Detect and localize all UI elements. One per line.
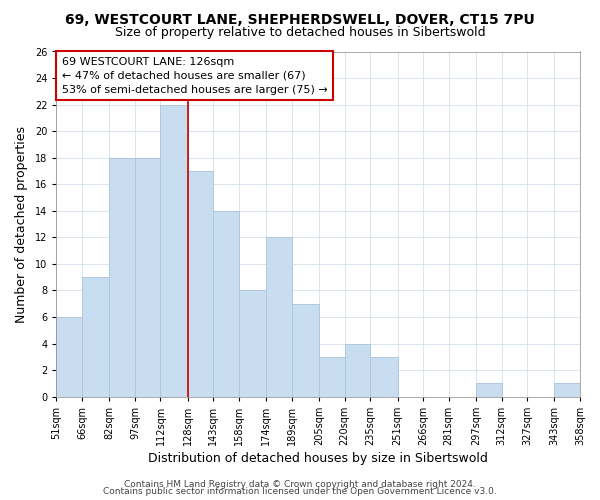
Bar — [319, 357, 344, 397]
Bar — [109, 158, 135, 396]
Text: Size of property relative to detached houses in Sibertswold: Size of property relative to detached ho… — [115, 26, 485, 39]
Bar — [135, 158, 160, 396]
Bar — [188, 171, 214, 396]
Text: 69, WESTCOURT LANE, SHEPHERDSWELL, DOVER, CT15 7PU: 69, WESTCOURT LANE, SHEPHERDSWELL, DOVER… — [65, 12, 535, 26]
Bar — [56, 317, 82, 396]
X-axis label: Distribution of detached houses by size in Sibertswold: Distribution of detached houses by size … — [148, 452, 488, 465]
Bar — [214, 211, 239, 396]
Text: Contains HM Land Registry data © Crown copyright and database right 2024.: Contains HM Land Registry data © Crown c… — [124, 480, 476, 489]
Bar — [476, 384, 502, 396]
Y-axis label: Number of detached properties: Number of detached properties — [15, 126, 28, 322]
Bar — [370, 357, 398, 397]
Bar — [239, 290, 266, 397]
Bar — [344, 344, 370, 396]
Bar — [554, 384, 580, 396]
Bar — [266, 238, 292, 396]
Text: 69 WESTCOURT LANE: 126sqm
← 47% of detached houses are smaller (67)
53% of semi-: 69 WESTCOURT LANE: 126sqm ← 47% of detac… — [62, 56, 328, 94]
Bar — [160, 104, 188, 397]
Bar — [82, 277, 109, 396]
Text: Contains public sector information licensed under the Open Government Licence v3: Contains public sector information licen… — [103, 488, 497, 496]
Bar — [292, 304, 319, 396]
